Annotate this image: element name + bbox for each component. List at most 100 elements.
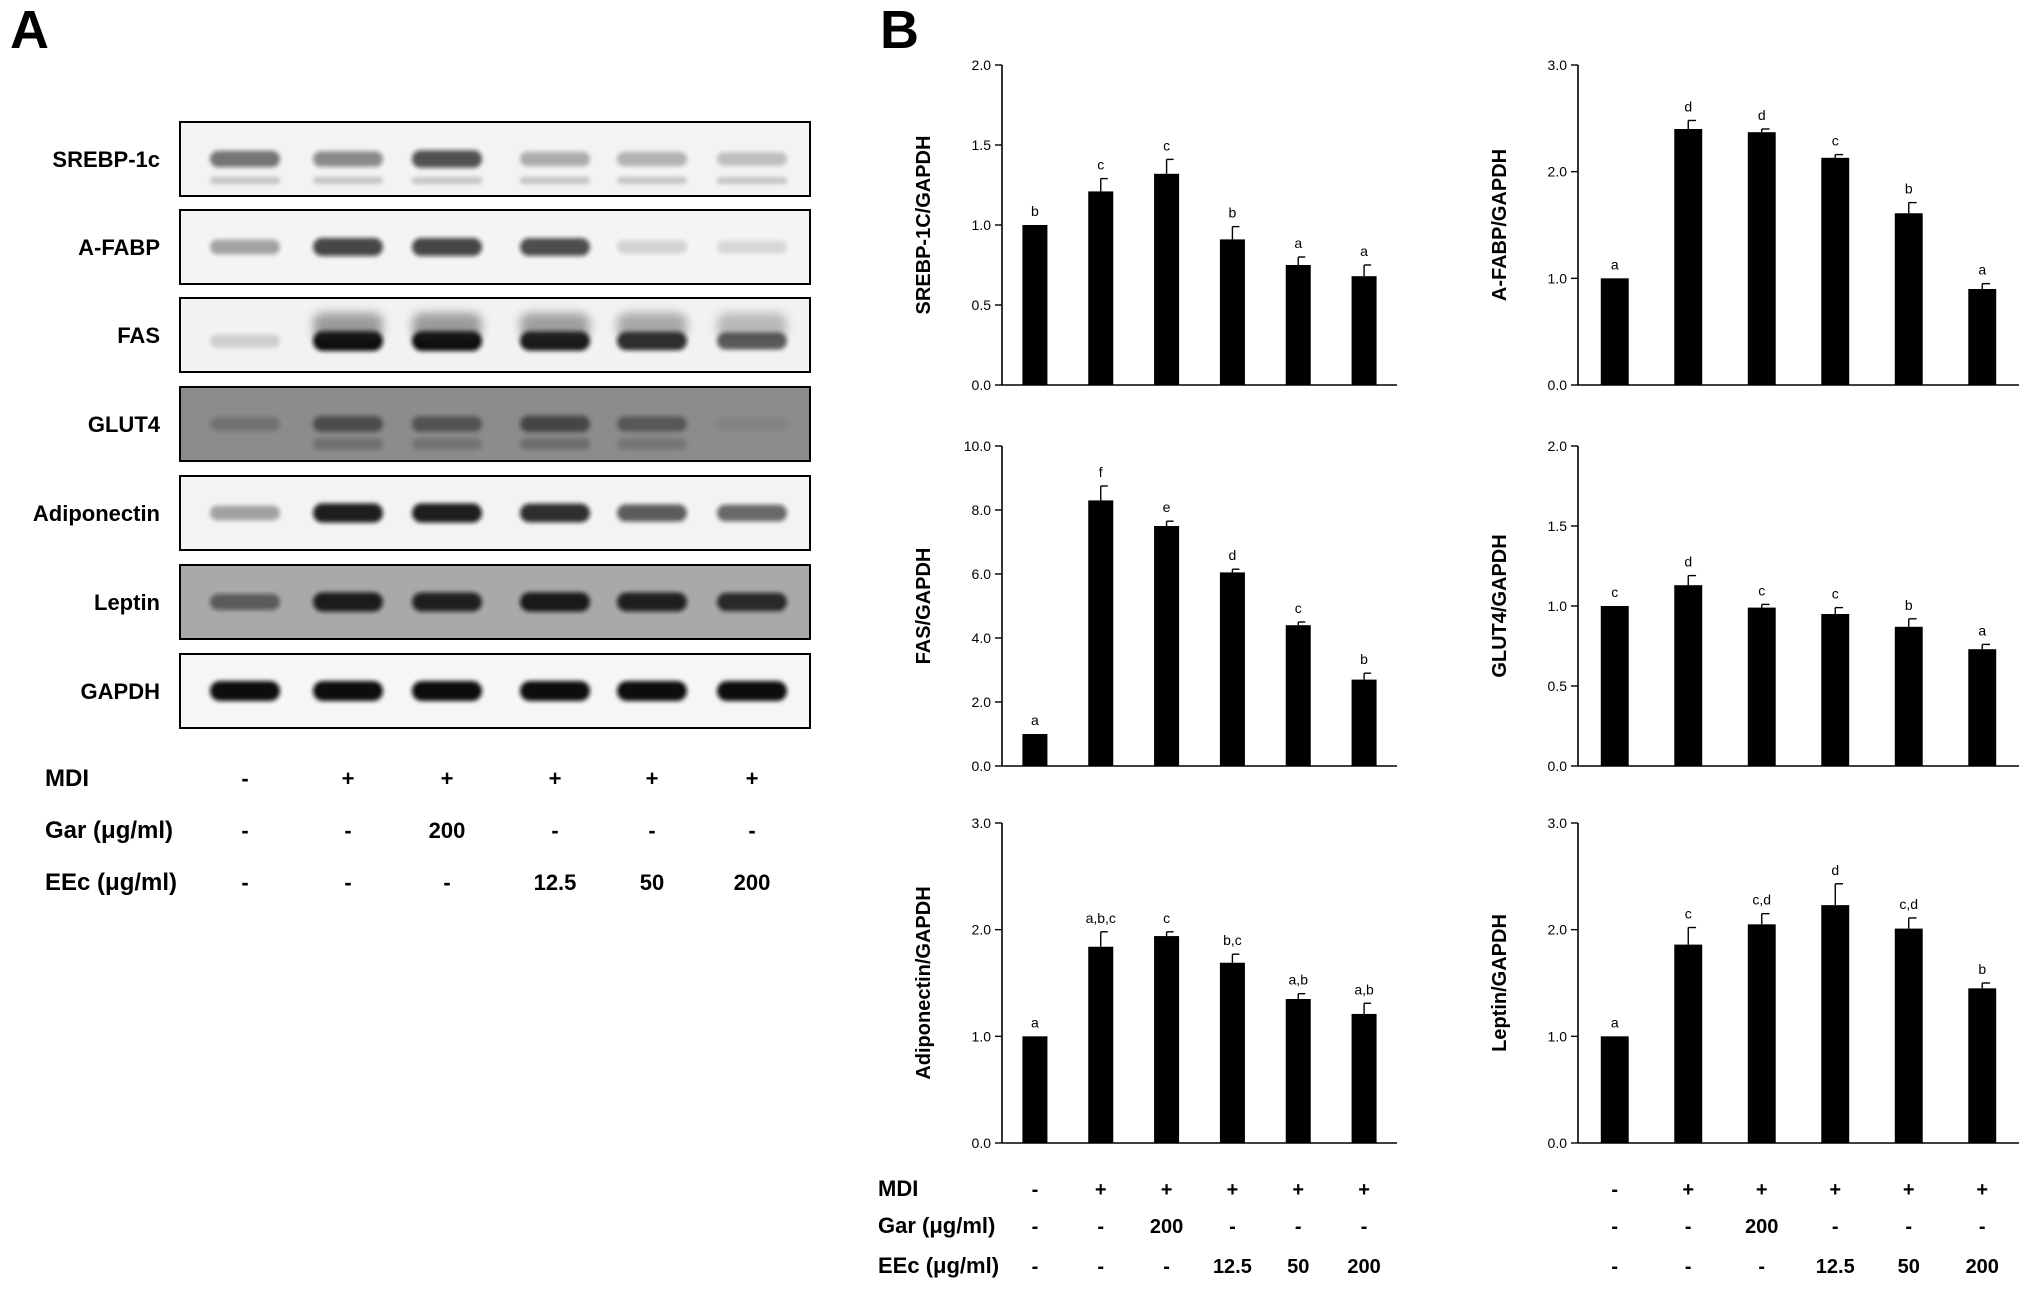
- y-tick-label: 1.0: [1548, 598, 1568, 614]
- y-tick-label: 8.0: [972, 502, 992, 518]
- bar: [1022, 734, 1048, 766]
- condition-label: Gar (μg/ml): [45, 817, 173, 844]
- condition-value: 200: [734, 870, 771, 895]
- condition-value: 200: [1966, 1256, 1999, 1278]
- blot-frame: [179, 209, 811, 285]
- blot-strip: A-FABP: [78, 209, 811, 285]
- y-tick-label: 2.0: [1548, 922, 1568, 938]
- y-tick-label: 6.0: [972, 566, 992, 582]
- blot-band: [520, 592, 590, 612]
- y-tick-label: 0.0: [972, 1135, 992, 1151]
- blot-label: SREBP-1c: [52, 147, 160, 172]
- bar-chart: 0.0 1.0 2.0 3.0 A-FABP/GAPDH a d d c b a: [1489, 57, 2019, 393]
- blot-smear: [617, 313, 687, 339]
- condition-value: 200: [1347, 1256, 1380, 1278]
- y-tick-label: 3.0: [1548, 57, 1568, 73]
- condition-label: EEc (μg/ml): [878, 1253, 999, 1278]
- significance-label: a,b: [1354, 981, 1374, 997]
- significance-label: d: [1684, 554, 1692, 570]
- blot-band: [617, 151, 687, 167]
- bar-chart: 0.0 1.0 2.0 3.0 Leptin/GAPDH a c c,d d c,d b: [1489, 815, 2019, 1151]
- condition-value: -: [1163, 1256, 1170, 1278]
- significance-label: b: [1360, 651, 1368, 667]
- blot-frame: [179, 121, 811, 197]
- y-tick-label: 3.0: [972, 815, 992, 831]
- y-tick-label: 0.0: [972, 758, 992, 774]
- condition-value: -: [1611, 1216, 1618, 1238]
- blot-band-lower: [313, 177, 383, 184]
- blot-band-lower: [617, 438, 687, 450]
- bar: [1600, 606, 1629, 766]
- bar: [1821, 157, 1850, 385]
- condition-value: +: [1903, 1179, 1915, 1201]
- blot-band: [210, 239, 280, 255]
- condition-value: 50: [640, 870, 664, 895]
- blot-band: [412, 238, 482, 256]
- condition-value: +: [746, 766, 759, 791]
- condition-value: 200: [1745, 1216, 1778, 1238]
- blot-band: [412, 503, 482, 523]
- bar: [1600, 1036, 1629, 1143]
- significance-label: c: [1611, 584, 1618, 600]
- bar: [1894, 213, 1923, 385]
- significance-label: a: [1031, 712, 1039, 728]
- condition-value: -: [1229, 1216, 1236, 1238]
- bar: [1285, 265, 1311, 385]
- y-tick-label: 1.5: [972, 137, 992, 153]
- significance-label: a,b,c: [1086, 910, 1116, 926]
- western-blot-panel: SREBP-1c A-FABP FAS GLUT4 Adiponectin Leptin G…: [33, 121, 811, 729]
- y-tick-label: 0.0: [972, 377, 992, 393]
- blot-frame: [179, 297, 811, 373]
- blot-band: [717, 504, 787, 522]
- condition-value: -: [748, 818, 755, 843]
- blot-strip: FAS: [117, 297, 811, 373]
- blot-band: [520, 503, 590, 523]
- condition-value: -: [1611, 1256, 1618, 1278]
- condition-value: -: [241, 766, 248, 791]
- condition-value: -: [1905, 1216, 1912, 1238]
- significance-label: b,c: [1223, 932, 1242, 948]
- y-axis-label: SREBP-1C/GAPDH: [913, 136, 935, 315]
- blot-smear: [313, 313, 383, 339]
- y-tick-label: 3.0: [1548, 815, 1568, 831]
- condition-label: MDI: [878, 1176, 918, 1201]
- blot-strip: Adiponectin: [33, 475, 811, 551]
- significance-label: a: [1031, 1014, 1039, 1030]
- blot-label: FAS: [117, 323, 160, 348]
- condition-value: +: [1829, 1179, 1841, 1201]
- y-tick-label: 1.0: [1548, 270, 1568, 286]
- significance-label: c: [1832, 586, 1839, 602]
- significance-label: a,b: [1289, 972, 1309, 988]
- significance-label: d: [1229, 547, 1237, 563]
- panel-a-conditions: MDI - + + + + + Gar (μg/ml) - - 200 - - - EEc (μg/ml) -…: [45, 765, 770, 896]
- blot-band-lower: [520, 177, 590, 184]
- y-tick-label: 0.5: [972, 297, 992, 313]
- condition-value: 12.5: [534, 870, 577, 895]
- significance-label: b: [1229, 205, 1237, 221]
- bar-chart: 0.0 2.0 4.0 6.0 8.0 10.0 FAS/GAPDH a f e d c b: [913, 438, 1397, 774]
- blot-band: [717, 592, 787, 612]
- significance-label: c,d: [1899, 896, 1918, 912]
- condition-value: +: [549, 766, 562, 791]
- blot-strip: Leptin: [94, 564, 811, 640]
- blot-band: [617, 681, 687, 701]
- bar: [1285, 625, 1311, 766]
- condition-value: -: [241, 818, 248, 843]
- bar: [1821, 614, 1850, 766]
- blot-band: [210, 150, 280, 168]
- blot-band: [520, 238, 590, 256]
- significance-label: c: [1685, 906, 1692, 922]
- panel-a-letter: A: [10, 0, 49, 60]
- blot-band: [210, 505, 280, 521]
- bar: [1674, 129, 1703, 385]
- condition-label: Gar (μg/ml): [878, 1213, 995, 1238]
- condition-value: +: [1292, 1179, 1304, 1201]
- blot-smear: [717, 313, 787, 339]
- blot-band-lower: [313, 438, 383, 450]
- blot-frame: [179, 386, 811, 462]
- bar: [1154, 936, 1180, 1143]
- bar: [1022, 1036, 1048, 1143]
- condition-value: -: [344, 818, 351, 843]
- bar: [1154, 526, 1180, 766]
- bar: [1088, 191, 1114, 385]
